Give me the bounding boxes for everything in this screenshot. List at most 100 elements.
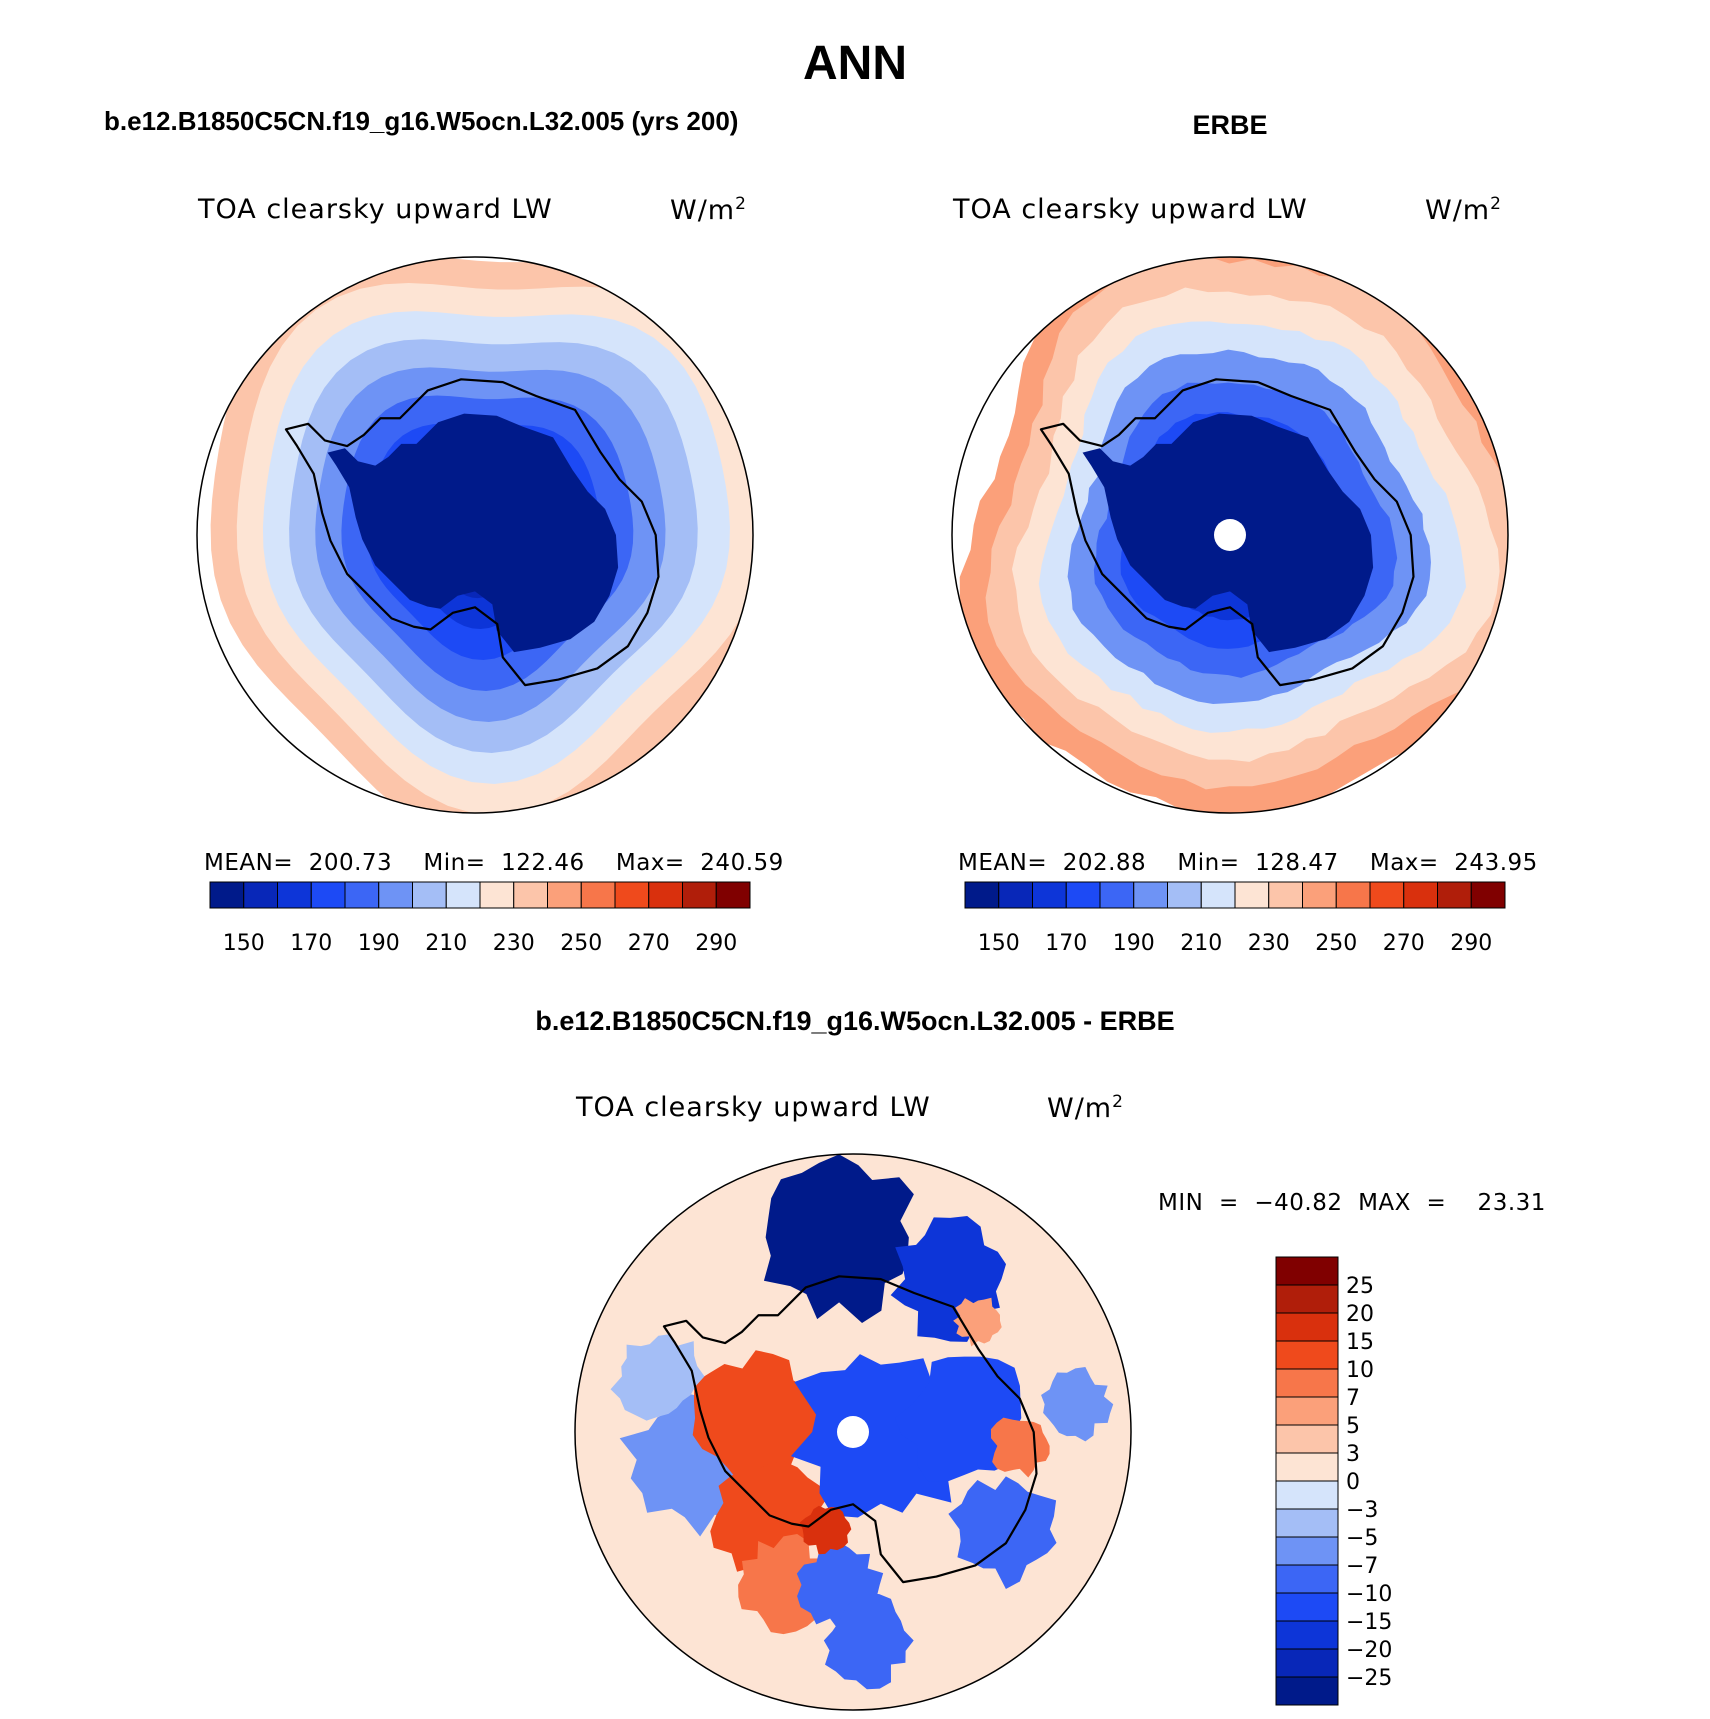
map3-blob xyxy=(790,1354,959,1518)
cbar2-tick-label: 230 xyxy=(1248,931,1290,956)
cbar3-tick-label: 5 xyxy=(1346,1414,1360,1439)
cbar3-swatch xyxy=(1275,1620,1339,1650)
cbar1-swatch xyxy=(513,881,548,909)
cbar2-swatch xyxy=(1403,881,1438,909)
cbar3-tick-label: −25 xyxy=(1346,1666,1392,1691)
cbar2-swatch xyxy=(1099,881,1135,909)
cbar1-swatch xyxy=(243,881,278,909)
cbar3-tick-label: −20 xyxy=(1346,1638,1392,1663)
map3-blob xyxy=(948,1476,1057,1589)
cbar3-swatch xyxy=(1275,1508,1339,1538)
cbar3-tick-label: −3 xyxy=(1346,1498,1378,1523)
cbar1-swatch xyxy=(412,881,447,909)
cbar3-swatch xyxy=(1275,1312,1339,1342)
map3-blob xyxy=(1041,1367,1114,1442)
cbar1-tick-label: 250 xyxy=(560,931,602,956)
cbar2-swatch xyxy=(1133,881,1168,909)
diff-units: W/m2 xyxy=(1047,1092,1124,1124)
cbar3-tick-label: 3 xyxy=(1346,1442,1360,1467)
cbar1-swatch xyxy=(682,881,717,909)
cbar3-tick-label: −5 xyxy=(1346,1526,1378,1551)
cbar2-tick-label: 210 xyxy=(1180,931,1222,956)
cbar3-swatch xyxy=(1275,1256,1339,1286)
panel-1-polar-map xyxy=(196,256,754,814)
cbar3-swatch xyxy=(1275,1452,1339,1482)
cbar3-tick-label: 20 xyxy=(1346,1302,1374,1327)
cbar2-swatch xyxy=(998,881,1033,909)
panel-2-polar-map xyxy=(951,256,1509,814)
cbar2-tick-label: 290 xyxy=(1450,931,1492,956)
cbar3-tick-label: 15 xyxy=(1346,1330,1374,1355)
cbar1-swatch xyxy=(209,881,245,909)
season-title: ANN xyxy=(803,37,907,90)
cbar2-tick-label: 170 xyxy=(1045,931,1087,956)
cbar3-swatch xyxy=(1275,1340,1339,1370)
cbar1-swatch xyxy=(715,881,751,909)
panel-2-stats: MEAN= 202.88 Min= 128.47 Max= 243.95 xyxy=(958,850,1538,876)
panel-2-colorbar: 150 170 190 210 230 250 270 290 xyxy=(964,881,1506,956)
cbar2-tick-label: 270 xyxy=(1383,931,1425,956)
cbar1-tick-label: 270 xyxy=(628,931,670,956)
cbar2-swatch xyxy=(1234,881,1270,909)
cbar3-swatch xyxy=(1275,1480,1339,1510)
map3-blob xyxy=(763,1154,914,1324)
cbar1-swatch xyxy=(580,881,616,909)
cbar3-swatch xyxy=(1275,1592,1339,1622)
cbar2-swatch xyxy=(1032,881,1067,909)
cbar3-swatch xyxy=(1275,1424,1339,1454)
cbar3-swatch xyxy=(1275,1368,1339,1398)
cbar1-tick-label: 230 xyxy=(493,931,535,956)
cbar2-tick-label: 250 xyxy=(1315,931,1357,956)
cbar1-swatch xyxy=(277,881,312,909)
cbar3-swatch xyxy=(1275,1536,1339,1566)
panel-1-header: b.e12.B1850C5CN.f19_g16.W5ocn.L32.005 (y… xyxy=(104,106,739,136)
map3-blob xyxy=(692,1350,829,1482)
map2-outline xyxy=(951,256,1509,814)
cbar1-tick-label: 150 xyxy=(223,931,265,956)
map1-outline xyxy=(196,256,754,814)
map3-pole-mask xyxy=(837,1416,869,1448)
cbar2-swatch xyxy=(1302,881,1337,909)
cbar2-tick-label: 150 xyxy=(978,931,1020,956)
panel-1-variable: TOA clearsky upward LW xyxy=(198,194,553,225)
cbar2-swatch xyxy=(1200,881,1236,909)
cbar1-swatch xyxy=(445,881,481,909)
cbar1-swatch xyxy=(479,881,515,909)
cbar3-swatch xyxy=(1275,1648,1339,1678)
cbar3-swatch xyxy=(1275,1564,1339,1594)
cbar1-swatch xyxy=(648,881,683,909)
cbar3-swatch xyxy=(1275,1396,1339,1426)
cbar3-tick-label: −7 xyxy=(1346,1554,1378,1579)
cbar2-swatch xyxy=(964,881,1000,909)
cbar1-tick-label: 170 xyxy=(290,931,332,956)
map1-continent-fill xyxy=(327,413,619,653)
cbar3-tick-label: 0 xyxy=(1346,1470,1360,1495)
map3-coastline xyxy=(662,1275,1038,1584)
map3-blob xyxy=(799,1505,852,1555)
cbar2-swatch xyxy=(1065,881,1101,909)
panel-1-units: W/m2 xyxy=(670,194,747,226)
map3-blob xyxy=(823,1593,914,1690)
diff-stats: MIN = −40.82 MAX = 23.31 xyxy=(1158,1190,1546,1216)
cbar3-tick-label: −10 xyxy=(1346,1582,1392,1607)
cbar3-swatch xyxy=(1275,1676,1339,1706)
map1-coastline xyxy=(284,378,660,687)
map2-pole-mask xyxy=(1214,519,1246,551)
cbar2-swatch xyxy=(1470,881,1506,909)
cbar2-swatch xyxy=(1369,881,1405,909)
cbar1-swatch xyxy=(310,881,346,909)
cbar1-swatch xyxy=(614,881,650,909)
map3-blob xyxy=(610,1334,705,1421)
cbar1-tick-label: 190 xyxy=(358,931,400,956)
cbar2-swatch xyxy=(1437,881,1472,909)
diff-polar-map xyxy=(574,1153,1132,1711)
cbar2-tick-label: 190 xyxy=(1113,931,1155,956)
panel-1-colorbar: 150 170 190 210 230 250 270 290 xyxy=(209,881,751,956)
cbar2-swatch xyxy=(1268,881,1303,909)
cbar3-swatch xyxy=(1275,1284,1339,1314)
cbar3-tick-label: 7 xyxy=(1346,1386,1360,1411)
cbar2-swatch xyxy=(1335,881,1371,909)
diff-variable: TOA clearsky upward LW xyxy=(576,1092,931,1123)
cbar1-swatch xyxy=(547,881,582,909)
map3-blob xyxy=(953,1297,1002,1347)
